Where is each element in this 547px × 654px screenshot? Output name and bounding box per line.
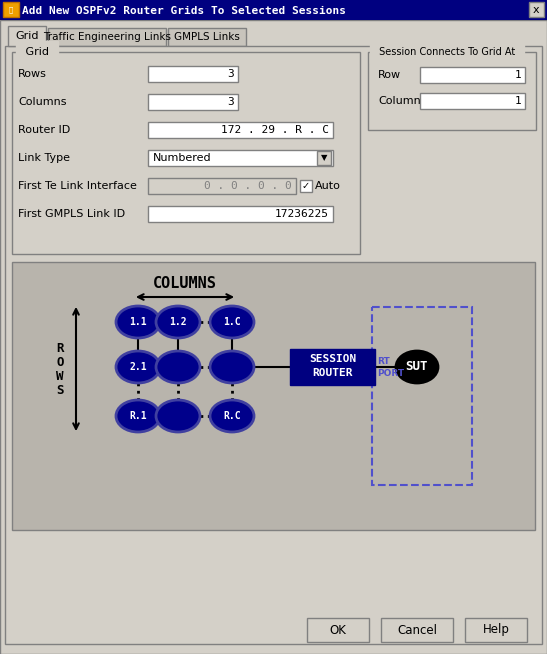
FancyBboxPatch shape (148, 178, 296, 194)
Text: Grid: Grid (22, 47, 53, 57)
Text: x: x (533, 5, 539, 15)
FancyBboxPatch shape (168, 28, 246, 46)
FancyBboxPatch shape (8, 26, 46, 46)
Text: 1.2: 1.2 (169, 317, 187, 327)
FancyBboxPatch shape (420, 93, 525, 109)
Ellipse shape (116, 306, 160, 338)
Ellipse shape (156, 351, 200, 383)
FancyBboxPatch shape (0, 20, 547, 654)
FancyBboxPatch shape (529, 2, 544, 17)
Ellipse shape (210, 351, 254, 383)
Text: Numbered: Numbered (153, 153, 212, 163)
Text: First Te Link Interface: First Te Link Interface (18, 181, 137, 191)
Text: 1: 1 (514, 96, 521, 106)
FancyBboxPatch shape (148, 66, 238, 82)
FancyBboxPatch shape (420, 67, 525, 83)
FancyBboxPatch shape (148, 122, 333, 138)
Text: Router ID: Router ID (18, 125, 70, 135)
Bar (372, 307, 472, 485)
Text: ✓: ✓ (302, 181, 310, 191)
Text: 3: 3 (227, 97, 234, 107)
FancyBboxPatch shape (3, 2, 19, 17)
Ellipse shape (116, 400, 160, 432)
FancyBboxPatch shape (148, 206, 333, 222)
Text: ▼: ▼ (321, 154, 327, 162)
Text: Cancel: Cancel (397, 623, 437, 636)
FancyBboxPatch shape (12, 262, 535, 530)
Text: SESSION: SESSION (309, 354, 356, 364)
Ellipse shape (156, 400, 200, 432)
FancyBboxPatch shape (5, 46, 542, 644)
Text: ROUTER: ROUTER (312, 368, 353, 378)
Text: 2.1: 2.1 (129, 362, 147, 372)
Text: R.C: R.C (223, 411, 241, 421)
FancyBboxPatch shape (381, 618, 453, 642)
FancyBboxPatch shape (12, 52, 360, 254)
Ellipse shape (210, 400, 254, 432)
Text: 1.1: 1.1 (129, 317, 147, 327)
Text: Grid: Grid (15, 31, 39, 41)
FancyBboxPatch shape (465, 618, 527, 642)
FancyBboxPatch shape (48, 28, 166, 46)
Text: PORT: PORT (377, 370, 404, 379)
Text: COLUMNS: COLUMNS (153, 277, 217, 292)
Text: 1: 1 (514, 70, 521, 80)
FancyBboxPatch shape (300, 180, 312, 192)
FancyBboxPatch shape (148, 94, 238, 110)
Text: Help: Help (482, 623, 509, 636)
Text: R.1: R.1 (129, 411, 147, 421)
Text: 172 . 29 . R . C: 172 . 29 . R . C (221, 125, 329, 135)
Text: R
O
W
S: R O W S (56, 341, 64, 396)
FancyBboxPatch shape (0, 0, 547, 20)
Ellipse shape (396, 351, 438, 383)
Text: 3: 3 (227, 69, 234, 79)
FancyBboxPatch shape (368, 52, 536, 130)
Text: Add New OSPFv2 Router Grids To Selected Sessions: Add New OSPFv2 Router Grids To Selected … (22, 6, 346, 16)
Text: Auto: Auto (315, 181, 341, 191)
Ellipse shape (116, 351, 160, 383)
Text: SUT: SUT (406, 360, 428, 373)
FancyBboxPatch shape (307, 618, 369, 642)
Text: 0 . 0 . 0 . 0: 0 . 0 . 0 . 0 (204, 181, 292, 191)
Text: 17236225: 17236225 (275, 209, 329, 219)
Text: ⬜: ⬜ (9, 7, 13, 13)
Text: Row: Row (378, 70, 401, 80)
Ellipse shape (210, 306, 254, 338)
FancyBboxPatch shape (290, 349, 375, 385)
Text: Columns: Columns (18, 97, 67, 107)
FancyBboxPatch shape (317, 151, 331, 165)
Text: RT: RT (377, 358, 390, 366)
Text: Rows: Rows (18, 69, 47, 79)
Text: OK: OK (329, 623, 346, 636)
Text: Link Type: Link Type (18, 153, 70, 163)
Text: Session Connects To Grid At: Session Connects To Grid At (376, 47, 519, 57)
Text: GMPLS Links: GMPLS Links (174, 32, 240, 42)
Text: Traffic Engineering Links: Traffic Engineering Links (43, 32, 171, 42)
Text: First GMPLS Link ID: First GMPLS Link ID (18, 209, 125, 219)
Ellipse shape (156, 306, 200, 338)
Text: Column: Column (378, 96, 421, 106)
FancyBboxPatch shape (148, 150, 333, 166)
Text: 1.C: 1.C (223, 317, 241, 327)
